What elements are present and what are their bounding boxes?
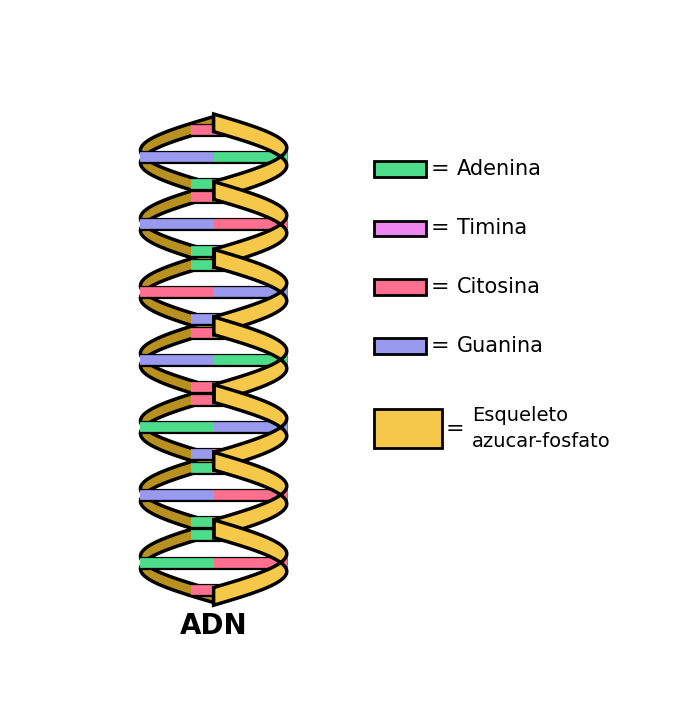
FancyBboxPatch shape — [374, 409, 441, 448]
Text: Timina: Timina — [457, 218, 527, 238]
Text: Adenina: Adenina — [457, 159, 542, 179]
Polygon shape — [214, 250, 286, 334]
Text: =: = — [431, 159, 450, 179]
Text: =: = — [431, 336, 450, 356]
Polygon shape — [141, 455, 213, 535]
Polygon shape — [214, 452, 286, 537]
Polygon shape — [141, 117, 213, 196]
Polygon shape — [141, 320, 213, 399]
Polygon shape — [141, 523, 213, 603]
Text: Esqueleto
azucar-fosfato: Esqueleto azucar-fosfato — [473, 406, 611, 451]
Polygon shape — [213, 114, 286, 199]
Polygon shape — [141, 184, 213, 264]
Polygon shape — [141, 388, 213, 467]
Polygon shape — [141, 252, 213, 332]
FancyBboxPatch shape — [374, 279, 426, 295]
FancyBboxPatch shape — [374, 221, 426, 236]
Polygon shape — [213, 520, 286, 605]
Text: =: = — [431, 218, 450, 238]
Text: Guanina: Guanina — [457, 336, 544, 356]
FancyBboxPatch shape — [374, 339, 426, 354]
Polygon shape — [214, 385, 286, 470]
Text: =: = — [431, 277, 450, 297]
Text: =: = — [446, 419, 465, 438]
Polygon shape — [214, 317, 286, 402]
FancyBboxPatch shape — [374, 161, 426, 177]
Polygon shape — [214, 182, 286, 267]
Text: ADN: ADN — [180, 612, 247, 640]
Text: Citosina: Citosina — [457, 277, 541, 297]
